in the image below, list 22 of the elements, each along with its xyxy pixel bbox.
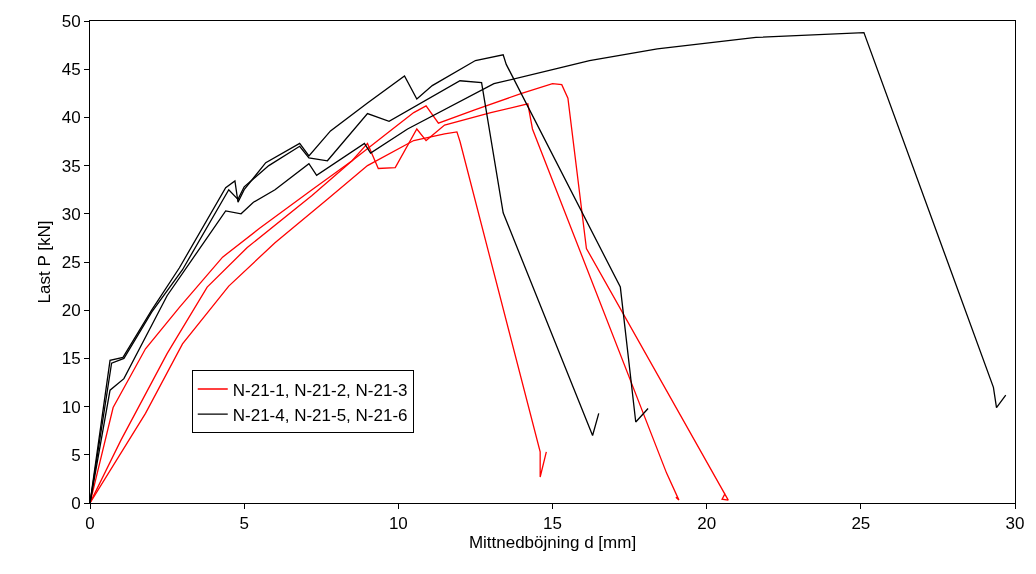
x-tick-label: 30 [1005,514,1025,534]
y-tick-label: 25 [61,252,81,272]
y-tick-label: 15 [61,349,81,369]
legend-label: N-21-4, N-21-5, N-21-6 [232,405,408,425]
y-tick-label: 35 [61,156,81,176]
legend-label: N-21-1, N-21-2, N-21-3 [232,380,408,400]
y-tick-label: 50 [61,11,81,31]
y-tick-label: 20 [61,301,81,321]
y-tick-label: 40 [61,108,81,128]
x-tick-label: 15 [543,514,562,534]
y-tick-label: 45 [61,60,81,80]
x-axis-title: Mittnedböjning d [mm] [468,533,637,553]
y-tick-label: 30 [61,204,81,224]
y-axis-title: Last P [kN] [35,220,55,304]
y-tick-label: 0 [71,493,81,513]
x-tick-label: 5 [239,514,249,534]
y-tick-label: 10 [61,397,81,417]
y-tick-label: 5 [71,445,81,465]
x-tick-label: 0 [85,514,95,534]
x-tick-label: 25 [851,514,871,534]
x-tick-label: 20 [697,514,717,534]
x-tick-label: 10 [388,514,408,534]
